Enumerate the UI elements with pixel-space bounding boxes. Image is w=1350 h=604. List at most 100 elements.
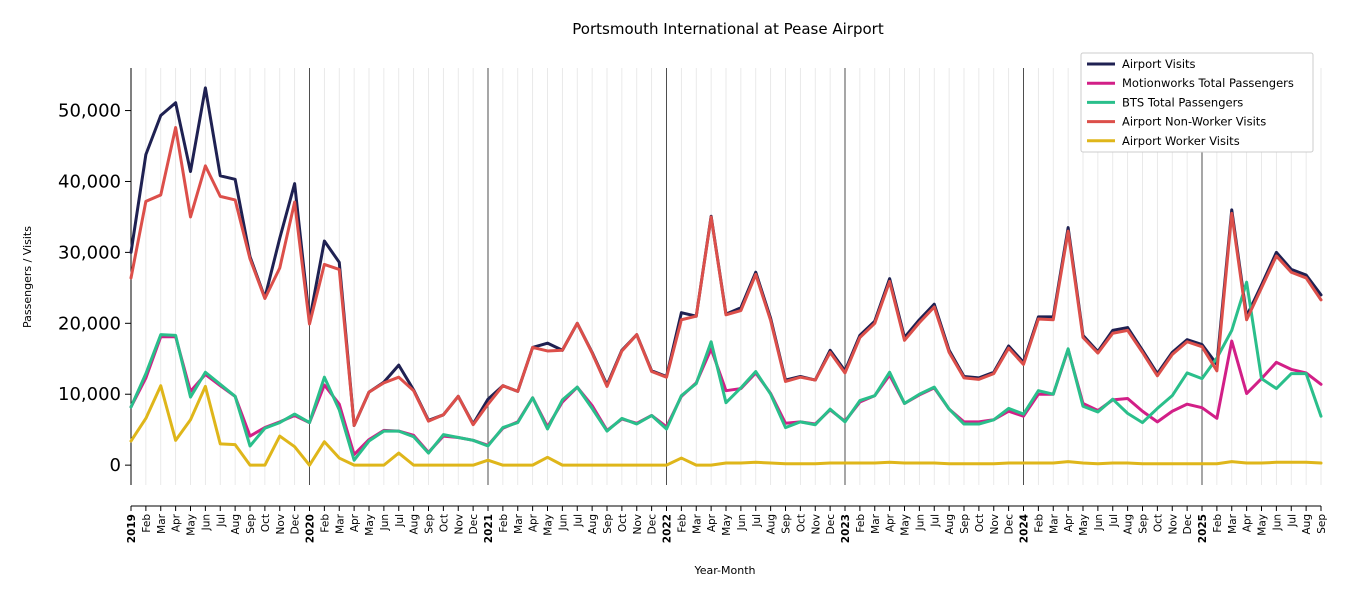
x-tick-label: Nov xyxy=(989,514,1001,535)
x-tick-label: Jul xyxy=(394,514,406,528)
x-tick-label: Dec xyxy=(290,514,302,535)
x-tick-label: May xyxy=(721,514,733,536)
x-tick-label: 2020 xyxy=(305,514,317,543)
legend-items: Airport Visits Motionworks Total Passenge… xyxy=(1087,57,1294,148)
x-tick-label: Aug xyxy=(944,514,956,535)
x-tick-label: Jul xyxy=(1286,514,1298,528)
x-tick-label: Jun xyxy=(1093,514,1105,531)
x-tick-label: Feb xyxy=(141,514,153,533)
x-tick-label: Feb xyxy=(1212,514,1224,533)
x-tick-label: Aug xyxy=(1301,514,1313,535)
x-tick-label: Nov xyxy=(1167,514,1179,535)
x-tick-label: Mar xyxy=(513,513,525,533)
x-tick-label: Apr xyxy=(349,513,361,532)
x-tick-label: May xyxy=(543,514,555,536)
x-tick-label: Jul xyxy=(215,514,227,528)
y-tick-label: 10,000 xyxy=(58,384,121,405)
x-tick-label: Sep xyxy=(959,514,971,534)
x-tick-label: Sep xyxy=(602,514,614,534)
x-tick-label: Apr xyxy=(528,513,540,532)
x-tick-label: Sep xyxy=(245,514,257,534)
x-tick-label: Aug xyxy=(587,514,599,535)
x-tick-label: Sep xyxy=(1138,514,1150,534)
x-axis-label: Year-Month xyxy=(693,564,755,577)
x-tick-label: Dec xyxy=(825,514,837,535)
series-line-airport-non-worker-visits xyxy=(129,126,1323,427)
chart-title: Portsmouth International at Pease Airpor… xyxy=(572,20,884,38)
x-tick-label: Aug xyxy=(230,514,242,535)
legend-label-airport-worker-visits: Airport Worker Visits xyxy=(1122,134,1240,148)
y-tick-label: 20,000 xyxy=(58,313,121,334)
y-tick-label: 30,000 xyxy=(58,242,121,263)
x-tick-label: Feb xyxy=(498,514,510,533)
legend-label-airport-non-worker-visits: Airport Non-Worker Visits xyxy=(1122,115,1266,129)
x-tick-label: Oct xyxy=(260,514,272,532)
series-line-bts-total-passengers xyxy=(129,280,1323,462)
x-tick-label: Jun xyxy=(379,514,391,531)
x-tick-label: Oct xyxy=(438,514,450,532)
x-tick-label: 2021 xyxy=(483,514,495,543)
x-tick-label: May xyxy=(1257,514,1269,536)
x-tick-label: Apr xyxy=(1242,513,1254,532)
legend-frame xyxy=(1080,52,1314,153)
x-tick-label: Feb xyxy=(1033,514,1045,533)
x-tick-label: Apr xyxy=(885,513,897,532)
x-tick-label: Aug xyxy=(409,514,421,535)
series-layer xyxy=(129,86,1323,467)
x-tick-label: 2023 xyxy=(840,514,852,543)
x-tick-label: Oct xyxy=(795,514,807,532)
x-tick-label: Jul xyxy=(751,514,763,528)
x-tick-label: Jul xyxy=(572,514,584,528)
y-tick-label: 0 xyxy=(110,455,121,476)
x-tick-label: Apr xyxy=(171,513,183,532)
y-tick-label: 50,000 xyxy=(58,101,121,122)
x-tick-label: Dec xyxy=(1182,514,1194,535)
x-tick-label: Sep xyxy=(1316,514,1328,534)
x-tick-label: Nov xyxy=(275,514,287,535)
x-tick-label: Jun xyxy=(557,514,569,531)
x-tick-label: Oct xyxy=(617,514,629,532)
x-tick-label: 2024 xyxy=(1019,514,1031,543)
grid-layer xyxy=(145,68,1322,485)
x-tick-label: May xyxy=(900,514,912,536)
x-tick-label: Mar xyxy=(1227,513,1239,533)
x-tick-label: Jun xyxy=(200,514,212,531)
series-line-airport-worker-visits xyxy=(129,384,1323,467)
x-tick-label: May xyxy=(364,514,376,536)
x-tick-label: Mar xyxy=(156,513,168,533)
x-tick-label: Jun xyxy=(736,514,748,531)
x-tick-label: Aug xyxy=(1123,514,1135,535)
x-tick-label: Apr xyxy=(1063,513,1075,532)
x-tick-label: Nov xyxy=(632,514,644,535)
x-tick-label: Jun xyxy=(1271,514,1283,531)
x-tick-label: Feb xyxy=(855,514,867,533)
x-tick-label: 2025 xyxy=(1197,514,1209,543)
y-axis-label: Passengers / Visits xyxy=(21,226,34,328)
x-tick-label: Nov xyxy=(810,514,822,535)
x-tick-label: Mar xyxy=(334,513,346,533)
x-tick-label: Apr xyxy=(706,513,718,532)
x-tick-label: May xyxy=(186,514,198,536)
x-tick-label: May xyxy=(1078,514,1090,536)
x-tick-label: Feb xyxy=(319,514,331,533)
x-tick-label: Nov xyxy=(453,514,465,535)
y-tick-label: 40,000 xyxy=(58,171,121,192)
legend-label-motionworks-total-passengers: Motionworks Total Passengers xyxy=(1122,76,1294,90)
x-tick-label: Jul xyxy=(929,514,941,528)
x-tick-label: Aug xyxy=(766,514,778,535)
x-tick-label: 2019 xyxy=(126,514,138,543)
legend-label-airport-visits: Airport Visits xyxy=(1122,57,1196,71)
x-tick-label: Dec xyxy=(1004,514,1016,535)
x-tick-label: Oct xyxy=(974,514,986,532)
x-tick-label: 2022 xyxy=(662,514,674,543)
x-tick-label: Dec xyxy=(647,514,659,535)
x-tick-label: Dec xyxy=(468,514,480,535)
x-tick-label: Jun xyxy=(914,514,926,531)
legend: Airport Visits Motionworks Total Passenge… xyxy=(1080,52,1314,153)
x-tick-label: Jul xyxy=(1108,514,1120,528)
x-tick-label: Mar xyxy=(870,513,882,533)
x-tick-label: Mar xyxy=(1048,513,1060,533)
